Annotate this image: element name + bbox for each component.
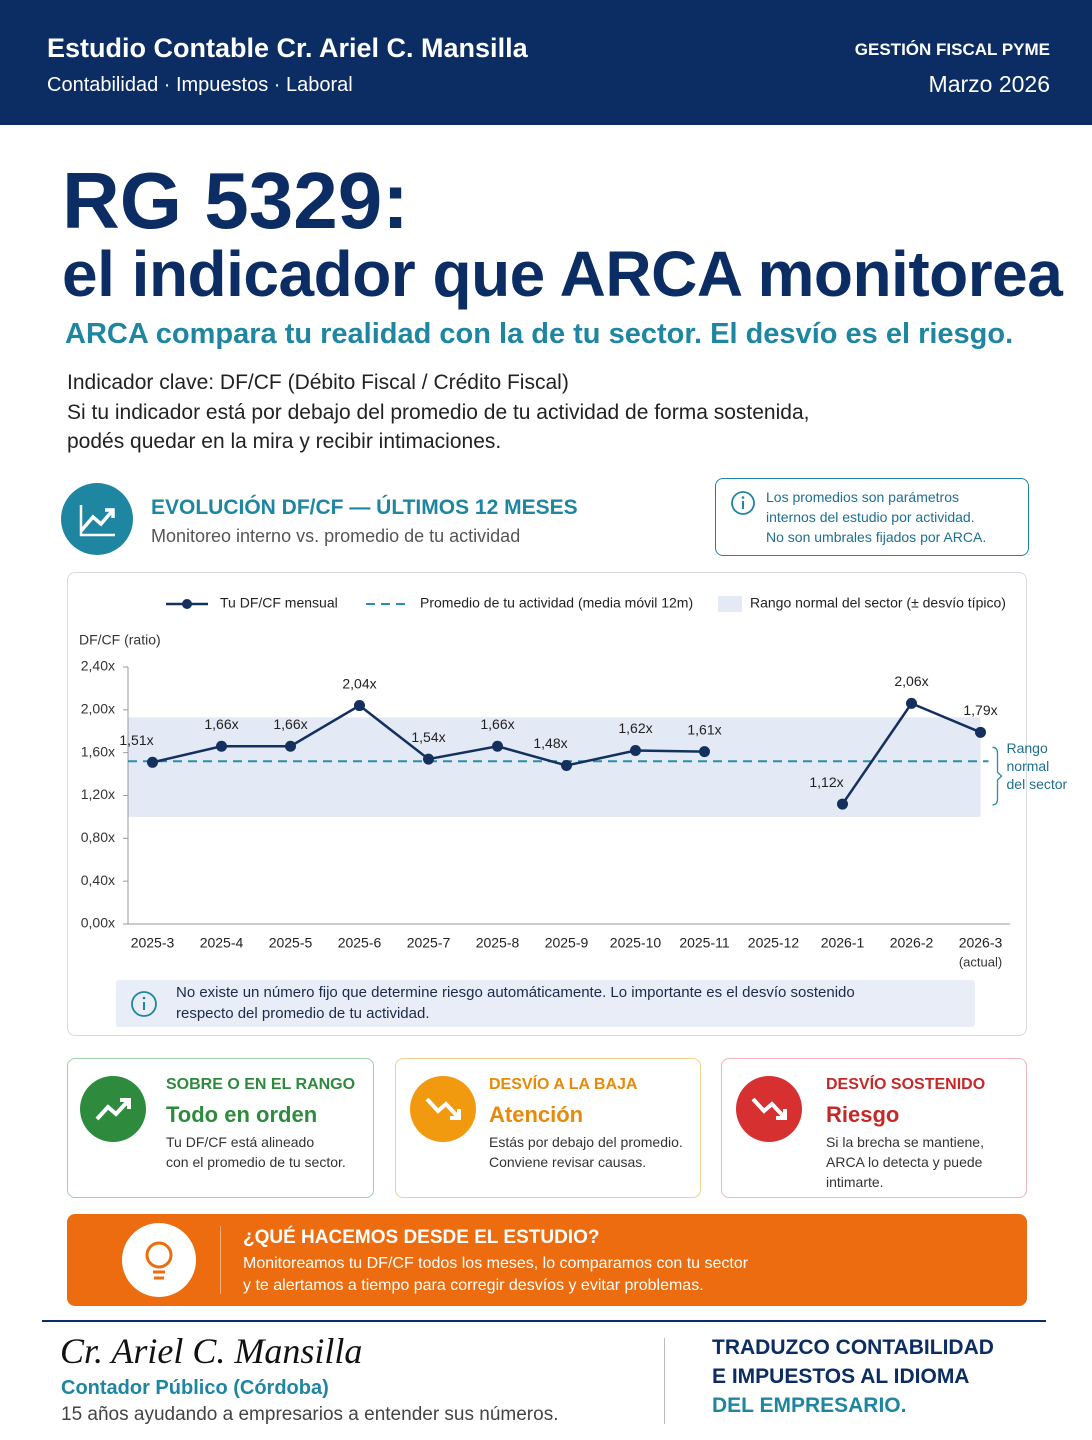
card-text: ARCA lo detecta y puede: [826, 1154, 983, 1170]
note-text: No son umbrales fijados por ARCA.: [766, 529, 987, 545]
note-box: Los promedios son parámetros internos de…: [715, 478, 1029, 556]
cta-banner: ¿QUÉ HACEMOS DESDE EL ESTUDIO? Monitorea…: [67, 1214, 1027, 1306]
body-text: podés quedar en la mira y recibir intima…: [67, 430, 502, 453]
section-icon: [61, 483, 133, 555]
card-icon: [736, 1076, 802, 1142]
cta-text: Monitoreamos tu DF/CF todos los meses, l…: [243, 1255, 749, 1272]
card-kicker: SOBRE O EN EL RANGO: [166, 1076, 356, 1093]
chart-footnote: No existe un número fijo que determine r…: [116, 980, 975, 1027]
card-text: con el promedio de tu sector.: [166, 1154, 346, 1170]
divider: [220, 1226, 221, 1294]
info-icon: [731, 491, 755, 515]
section-title: EVOLUCIÓN DF/CF — ÚLTIMOS 12 MESES: [151, 496, 578, 519]
note-text: internos del estudio por actividad.: [766, 509, 975, 525]
card-icon: [410, 1076, 476, 1142]
card-title: Riesgo: [826, 1102, 900, 1127]
title: el indicador que ARCA monitorea: [62, 238, 1063, 310]
motto: DEL EMPRESARIO.: [712, 1394, 907, 1417]
date: Marzo 2026: [928, 71, 1050, 97]
footnote-text: respecto del promedio de tu actividad.: [176, 1005, 430, 1022]
card-title: Todo en orden: [166, 1102, 318, 1127]
body-text: Si tu indicador está por debajo del prom…: [67, 401, 810, 424]
card-kicker: DESVÍO A LA BAJA: [489, 1076, 638, 1093]
chart-box: [67, 572, 1027, 1036]
footer-rule: [42, 1320, 1046, 1322]
tag: GESTIÓN FISCAL PYME: [854, 40, 1050, 59]
note-text: Los promedios son parámetros: [766, 489, 959, 505]
bulb-icon: [122, 1223, 196, 1297]
role: Contador Público (Córdoba): [61, 1377, 329, 1399]
card-icon: [80, 1076, 146, 1142]
motto: E IMPUESTOS AL IDIOMA: [712, 1365, 970, 1388]
card-text: Estás por debajo del promedio.: [489, 1134, 683, 1150]
card: SOBRE O EN EL RANGO Todo en orden Tu DF/…: [67, 1058, 374, 1198]
header: Estudio Contable Cr. Ariel C. Mansilla C…: [0, 0, 1092, 125]
divider: [664, 1338, 665, 1424]
card-title: Atención: [489, 1102, 584, 1127]
section-subtitle: Monitoreo interno vs. promedio de tu act…: [151, 526, 521, 546]
cta-text: y te alertamos a tiempo para corregir de…: [243, 1277, 704, 1294]
card: DESVÍO SOSTENIDO Riesgo Si la brecha se …: [721, 1058, 1027, 1198]
card-kicker: DESVÍO SOSTENIDO: [826, 1076, 986, 1093]
card-text: Conviene revisar causas.: [489, 1154, 647, 1170]
info-icon: [131, 991, 157, 1017]
footnote-text: No existe un número fijo que determine r…: [176, 984, 855, 1001]
tagline: 15 años ayudando a empresarios a entende…: [61, 1404, 559, 1425]
studio-name: Estudio Contable Cr. Ariel C. Mansilla: [47, 33, 528, 63]
title: RG 5329:: [62, 156, 409, 245]
signature: Cr. Ariel C. Mansilla: [60, 1331, 363, 1371]
body-text: Indicador clave: DF/CF (Débito Fiscal / …: [67, 371, 569, 394]
subtitle: ARCA compara tu realidad con la de tu se…: [65, 318, 1014, 350]
card-text: Si la brecha se mantiene,: [826, 1134, 984, 1150]
services: Contabilidad · Impuestos · Laboral: [47, 74, 353, 96]
card-text: Tu DF/CF está alineado: [166, 1134, 315, 1150]
cta-title: ¿QUÉ HACEMOS DESDE EL ESTUDIO?: [243, 1227, 600, 1248]
card: DESVÍO A LA BAJA Atención Estás por deba…: [395, 1058, 701, 1198]
card-text: intimarte.: [826, 1174, 884, 1190]
motto: TRADUZCO CONTABILIDAD: [712, 1336, 994, 1359]
